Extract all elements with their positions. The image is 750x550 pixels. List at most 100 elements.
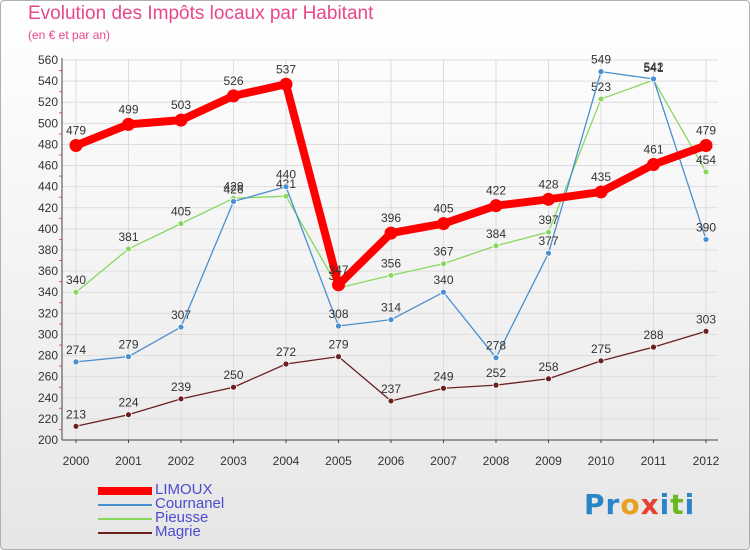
data-label-magrie: 250	[223, 368, 243, 382]
data-point-limoux	[174, 113, 188, 127]
data-label-pieusse: 381	[118, 230, 138, 244]
y-tick-label: 360	[38, 264, 58, 278]
data-point-pieusse	[387, 271, 395, 279]
data-point-magrie	[440, 384, 447, 392]
y-tick-label: 460	[38, 159, 58, 173]
data-label-magrie: 239	[171, 380, 191, 394]
data-point-cournanel	[177, 323, 185, 331]
data-label-pieusse: 541	[643, 61, 663, 75]
x-tick-label: 2012	[693, 454, 720, 468]
x-tick-label: 2009	[535, 454, 562, 468]
data-point-pieusse	[545, 228, 552, 236]
data-point-cournanel	[125, 353, 132, 361]
data-label-magrie: 224	[118, 396, 138, 410]
y-tick-label: 380	[38, 243, 58, 257]
data-point-cournanel	[230, 198, 237, 205]
data-label-magrie: 252	[486, 366, 506, 380]
y-tick-label: 420	[38, 201, 58, 215]
data-point-cournanel	[492, 354, 500, 362]
legend-label: Magrie	[155, 523, 201, 540]
data-label-limoux: 479	[696, 124, 716, 138]
y-tick-label: 240	[38, 391, 58, 405]
y-tick-label: 400	[38, 222, 58, 236]
logo-letter: o	[620, 488, 641, 521]
series-magrie: 213 224 239 250 272 279 237 249 252 258 275 288 303	[66, 312, 716, 430]
data-label-limoux: 422	[486, 184, 506, 198]
x-tick-label: 2006	[378, 454, 405, 468]
proxiti-logo: Proxiti	[584, 488, 695, 521]
data-point-cournanel	[387, 316, 395, 324]
data-label-cournanel: 340	[433, 273, 453, 287]
data-point-limoux	[647, 158, 660, 171]
data-point-cournanel	[335, 322, 342, 330]
data-label-pieusse: 523	[591, 80, 611, 94]
data-point-limoux	[384, 226, 398, 240]
y-tick-label: 540	[38, 74, 58, 88]
data-label-cournanel: 377	[538, 234, 558, 248]
y-tick-label: 480	[38, 137, 58, 151]
series-limoux: 479 499 503 526 537 347 396 405 422 428 435 461 479	[66, 62, 716, 292]
data-label-cournanel: 314	[381, 301, 401, 315]
data-label-limoux: 347	[328, 263, 348, 277]
data-point-cournanel	[72, 358, 80, 366]
logo-letter: i	[684, 488, 696, 521]
legend-swatch	[98, 518, 152, 520]
data-label-cournanel: 542	[643, 60, 663, 74]
legend-swatch	[98, 532, 152, 534]
data-point-pieusse	[72, 288, 80, 296]
data-label-limoux: 461	[643, 143, 663, 157]
data-label-cournanel: 278	[486, 339, 506, 353]
y-tick-label: 200	[38, 433, 58, 447]
chart-title: Evolution des Impôts locaux par Habitant	[28, 3, 374, 24]
y-tick-label: 300	[38, 327, 58, 341]
data-label-limoux: 503	[171, 98, 191, 112]
data-point-magrie	[335, 353, 342, 361]
data-point-magrie	[545, 375, 552, 383]
data-point-magrie	[72, 422, 80, 430]
data-point-cournanel	[440, 288, 447, 296]
chart-subtitle: (en € et par an)	[28, 28, 111, 42]
data-label-pieusse: 397	[538, 213, 558, 227]
data-point-cournanel	[650, 75, 657, 83]
data-label-pieusse: 429	[223, 179, 243, 193]
logo-letter: P	[584, 488, 606, 521]
data-label-pieusse: 367	[433, 245, 453, 259]
legend-label: Cournanel	[155, 495, 225, 512]
legend-swatch	[98, 487, 152, 495]
x-tick-label: 2001	[115, 454, 142, 468]
legend-label: LIMOUX	[155, 481, 213, 498]
y-tick-label: 520	[38, 95, 58, 109]
x-tick-label: 2002	[168, 454, 195, 468]
x-tick-label: 2003	[220, 454, 247, 468]
data-label-magrie: 288	[643, 328, 663, 342]
data-point-pieusse	[492, 242, 500, 250]
data-point-limoux	[437, 217, 450, 231]
x-tick-label: 2011	[641, 454, 667, 468]
data-label-limoux: 405	[433, 202, 453, 216]
y-tick-label: 560	[38, 53, 58, 67]
x-tick-label: 2007	[430, 454, 457, 468]
data-label-cournanel: 274	[66, 343, 86, 357]
data-point-magrie	[125, 411, 132, 419]
legend-label: Pieusse	[155, 509, 209, 526]
legend-swatch	[98, 504, 152, 506]
data-label-cournanel: 390	[696, 220, 716, 234]
data-point-pieusse	[597, 95, 605, 103]
data-point-limoux	[332, 278, 345, 292]
y-tick-label: 340	[38, 285, 58, 299]
data-label-magrie: 237	[381, 382, 401, 396]
data-label-cournanel: 307	[171, 308, 191, 322]
data-label-magrie: 258	[538, 360, 558, 374]
y-tick-label: 440	[38, 180, 58, 194]
x-tick-label: 2004	[273, 454, 300, 468]
series-cournanel: 274 279 307 426 440 308 314 340 278 377 549 542 390	[66, 53, 716, 366]
data-label-limoux: 428	[538, 177, 558, 191]
data-point-limoux	[594, 185, 608, 199]
data-label-cournanel: 426	[223, 182, 243, 196]
data-point-limoux	[542, 192, 555, 206]
data-point-limoux	[69, 139, 83, 152]
data-label-pieusse: 340	[66, 273, 86, 287]
data-point-pieusse	[177, 220, 185, 228]
logo-letter: i	[659, 488, 671, 521]
